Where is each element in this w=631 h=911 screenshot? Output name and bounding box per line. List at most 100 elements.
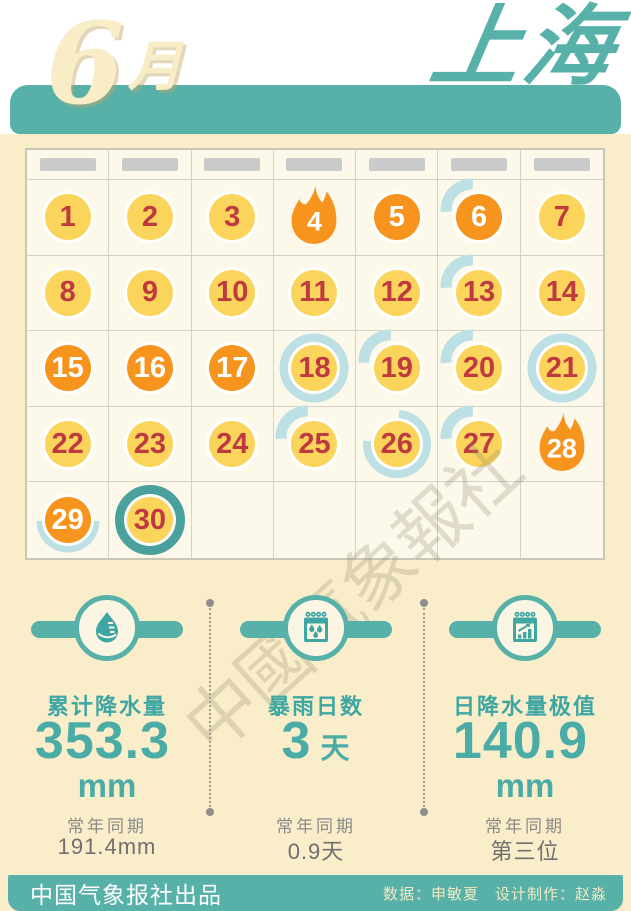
rain-arc-quarter <box>276 405 309 440</box>
heat-flame-icon <box>292 186 337 245</box>
normal-period-label: 常年同期 <box>485 817 565 836</box>
rain-arc-quarter <box>440 329 474 364</box>
rain-arc-quarter <box>440 254 474 289</box>
calendar-day-cell: 30 <box>109 482 192 558</box>
stat-label: 暴雨日数 <box>267 694 364 719</box>
day-number: 21 <box>538 345 585 392</box>
weekday-header-cell <box>191 150 274 180</box>
normal-period-label: 常年同期 <box>276 817 356 836</box>
day-number: 15 <box>44 345 91 392</box>
heat-flame-icon <box>539 412 585 471</box>
day-number: 5 <box>373 194 420 241</box>
day-number: 1 <box>44 194 91 241</box>
calendar-day-cell: 11 <box>273 255 357 332</box>
day-number: 25 <box>291 421 338 468</box>
calendar-day-cell: 7 <box>520 180 603 256</box>
month-number: 6 <box>46 0 124 130</box>
day-number: 17 <box>209 345 256 392</box>
day-number: 23 <box>126 421 173 468</box>
calendar-day-cell: 19 <box>356 329 439 407</box>
calendar-day-cell: 8 <box>27 255 110 332</box>
calendar-day-cell: 20 <box>438 329 521 407</box>
calendar-weekday-row <box>27 150 603 180</box>
calendar-day-cell: 29 <box>27 482 110 558</box>
normal-period-value: 191.4mm <box>57 834 157 859</box>
calendar-day-cell: 5 <box>356 180 439 256</box>
weekday-placeholder-bar <box>39 158 96 171</box>
weekday-placeholder-bar <box>204 158 261 171</box>
stat-icon-circle <box>283 595 349 661</box>
dotted-divider <box>206 599 214 816</box>
calendar-day-cell: 16 <box>109 331 192 407</box>
stat-cumulative-precipitation: 累计降水量 353.3 mm 常年同期 191.4mm <box>12 593 202 863</box>
normal-period-value: 第三位 <box>490 839 560 864</box>
day-number: 7 <box>538 194 585 241</box>
stat-unit-inline: 天 <box>320 733 351 765</box>
day-number: 9 <box>126 269 173 316</box>
stat-unit: mm <box>77 767 137 804</box>
day-number: 26 <box>373 421 420 468</box>
calendar-day-cell: 4 <box>273 180 357 256</box>
day-number: 10 <box>209 269 256 316</box>
weekday-placeholder-bar <box>286 158 343 171</box>
calendar-day-cell <box>274 482 357 558</box>
calendar-day-cell: 27 <box>438 405 521 483</box>
stat-icon-circle <box>74 595 140 661</box>
calendar-day-cell: 26 <box>356 406 439 483</box>
stat-icon-circle <box>492 595 558 661</box>
stat-value-number: 353.3 <box>34 712 171 770</box>
calendar-day-cell: 21 <box>520 331 603 407</box>
footer-bar: 中国气象报社出品 数据：申敏夏 设计制作：赵淼 <box>8 875 623 911</box>
rain-ring-full <box>527 333 597 403</box>
calendar-day-cell: 22 <box>27 406 110 483</box>
calendar-day-cell: 9 <box>109 255 192 332</box>
calendar-day-cell <box>438 482 521 558</box>
weekday-placeholder-bar <box>533 158 590 171</box>
calendar-day-cell <box>192 482 274 558</box>
month-suffix: 月 <box>127 37 182 97</box>
weekday-header-cell <box>109 150 192 180</box>
normal-period-label: 常年同期 <box>67 817 147 836</box>
day-number: 6 <box>456 194 503 241</box>
day-number: 27 <box>456 421 503 468</box>
month-title: 6月 <box>46 6 182 124</box>
stat-label: 累计降水量 <box>46 694 167 719</box>
calendar-day-cell: 15 <box>27 331 110 407</box>
weekday-header-cell <box>520 150 603 180</box>
stat-value-number: 140.9 <box>452 712 589 770</box>
rain-ring-full <box>279 333 349 403</box>
day-number: 22 <box>44 421 91 468</box>
publisher-text: 中国气象报社出品 <box>30 882 222 908</box>
calendar-day-cell: 18 <box>273 331 357 407</box>
stat-value: 140.9 <box>430 711 620 771</box>
day-number: 3 <box>209 194 256 241</box>
weekday-header-cell <box>273 150 357 180</box>
calendar-day-cell: 14 <box>520 256 603 332</box>
rain-ring-dark <box>114 485 185 556</box>
rain-arc-quarter <box>358 329 391 364</box>
calendar-day-cell: 24 <box>191 406 274 483</box>
header-band <box>10 85 621 134</box>
day-number: 14 <box>538 269 585 316</box>
stat-label: 日降水量极值 <box>452 694 597 719</box>
calendar-day-cell: 6 <box>438 178 521 256</box>
weekday-header-cell <box>438 150 521 180</box>
weekday-placeholder-bar <box>368 158 425 171</box>
stat-unit: mm <box>495 767 555 804</box>
day-number: 8 <box>44 269 91 316</box>
normal-period-value: 0.9天 <box>287 839 345 864</box>
weekday-header-cell <box>27 150 110 180</box>
calendar-day-cell: 12 <box>356 255 439 332</box>
day-number: 24 <box>209 421 256 468</box>
calendar-day-cell: 3 <box>191 180 274 256</box>
stat-value: 353.3 <box>12 711 202 771</box>
calendar-raindrops-icon <box>304 611 328 642</box>
day-number: 4 <box>306 206 322 237</box>
calendar-rising-chart-icon <box>513 611 537 642</box>
calendar-day-cell: 17 <box>191 331 274 407</box>
calendar-day-cell <box>356 482 439 558</box>
calendar-day-cell <box>521 482 603 558</box>
